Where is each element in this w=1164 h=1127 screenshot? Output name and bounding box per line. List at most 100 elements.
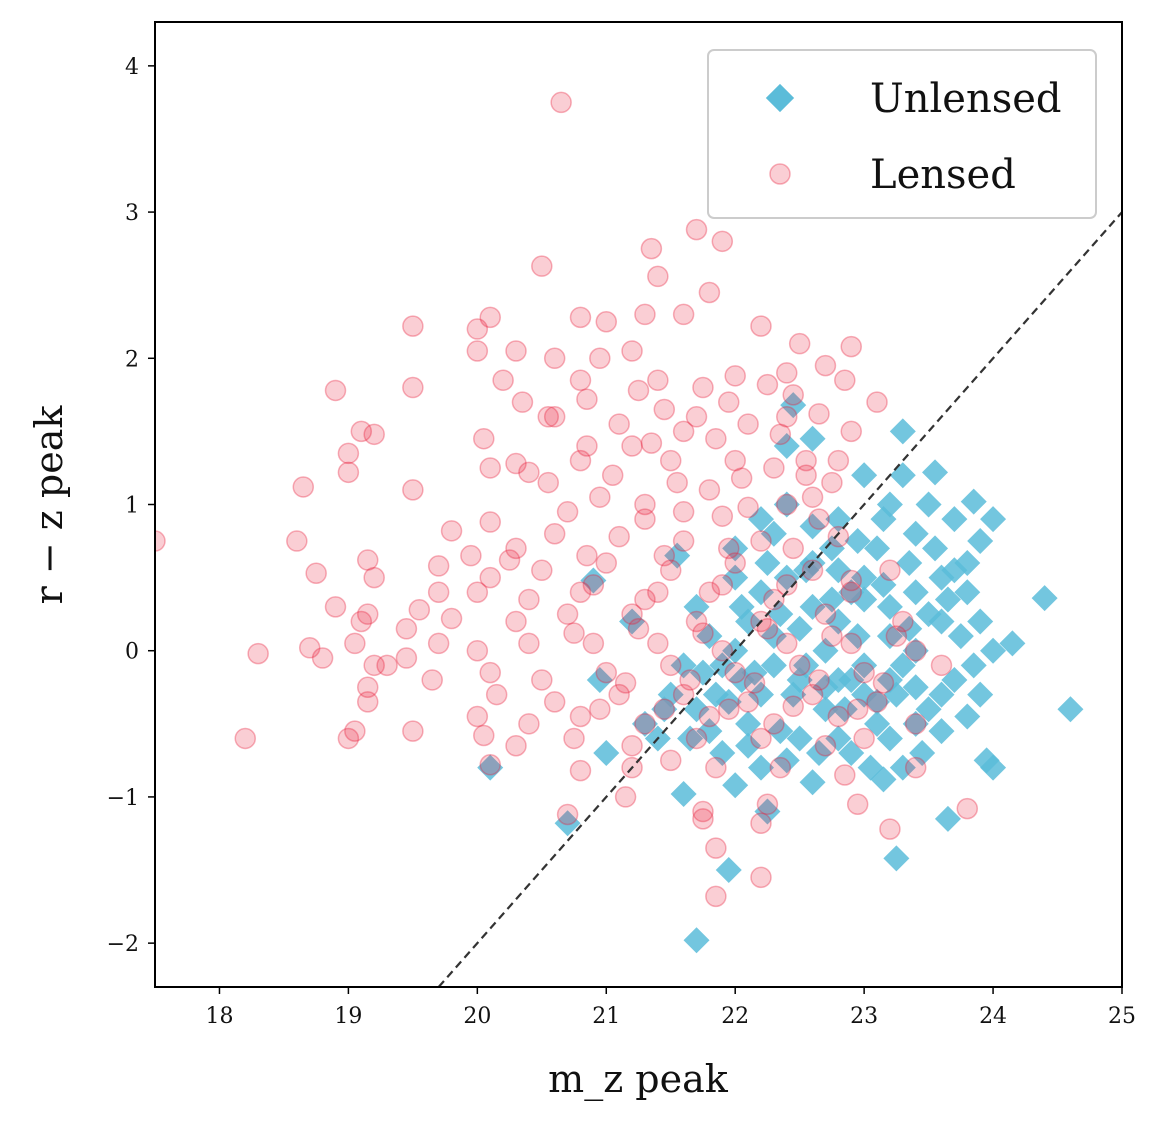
lensed-point	[286, 530, 308, 552]
x-axis-label: m_z peak	[548, 1057, 729, 1102]
lensed-point	[569, 306, 592, 329]
lensed-point	[801, 486, 824, 508]
lensed-point	[550, 91, 572, 114]
lensed-point	[634, 493, 656, 516]
lensed-point	[363, 423, 385, 446]
lensed-point	[795, 449, 817, 472]
lensed-point	[724, 552, 746, 574]
unlensed-point	[954, 579, 981, 606]
unlensed-point	[619, 608, 646, 635]
lensed-point	[589, 347, 611, 370]
lensed-point	[356, 549, 379, 571]
lensed-point	[885, 625, 908, 647]
lensed-point	[647, 265, 669, 288]
unlensed-point	[857, 754, 884, 781]
lensed-point	[659, 654, 682, 677]
lensed-point	[692, 808, 714, 830]
lensed-point	[543, 522, 566, 545]
lensed-point	[653, 398, 676, 421]
lensed-point	[305, 562, 327, 584]
lensed-point	[795, 464, 817, 487]
lensed-point	[659, 559, 682, 582]
unlensed-point	[954, 703, 981, 730]
lensed-point	[634, 303, 656, 326]
lensed-point	[601, 464, 624, 487]
lensed-point	[866, 391, 888, 413]
lensed-point	[363, 566, 385, 589]
unlensed-point	[889, 754, 916, 781]
unlensed-point	[767, 718, 794, 745]
lensed-point	[518, 461, 540, 484]
lensed-point	[840, 335, 862, 358]
lensed-point	[737, 496, 759, 519]
lensed-point	[466, 318, 489, 340]
lensed-point	[518, 713, 540, 735]
unlensed-point	[967, 528, 994, 555]
unlensed-point	[934, 586, 961, 613]
lensed-point	[479, 511, 501, 533]
plot-area	[155, 91, 1084, 954]
unlensed-point	[825, 725, 852, 752]
lensed-point	[776, 406, 798, 428]
lensed-point	[685, 406, 708, 428]
lensed-point	[563, 727, 585, 750]
unlensed-point	[806, 740, 833, 767]
lensed-point	[344, 632, 366, 655]
lensed-point	[756, 793, 779, 815]
lensed-point	[659, 749, 682, 772]
unlensed-point	[760, 623, 787, 650]
lensed-point	[627, 618, 650, 640]
lensed-point	[337, 461, 360, 484]
lensed-point	[466, 340, 489, 362]
unlensed-point	[960, 488, 987, 515]
lensed-point	[479, 754, 501, 776]
lensed-point	[724, 661, 746, 684]
lensed-point	[479, 306, 501, 329]
lensed-point	[750, 812, 772, 834]
lensed-point	[473, 427, 495, 450]
lensed-point	[634, 713, 656, 735]
lensed-point	[834, 369, 856, 391]
unlensed-point	[889, 462, 916, 489]
lensed-point	[485, 683, 508, 706]
unlensed-point	[767, 601, 794, 628]
lensed-point	[782, 695, 804, 718]
unlensed-point	[915, 696, 942, 723]
legend-box	[707, 49, 1097, 219]
lensed-point	[479, 457, 501, 479]
lensed-point	[801, 559, 824, 582]
lensed-point	[866, 691, 888, 713]
lensed-point	[698, 479, 721, 501]
unlensed-point	[747, 681, 774, 708]
dashed-boundary-line	[437, 211, 1122, 987]
lensed-point	[814, 735, 837, 757]
unlensed-point	[818, 535, 845, 562]
lensed-point	[518, 632, 540, 655]
lensed-point	[634, 508, 656, 530]
lensed-point	[569, 759, 592, 782]
lensed-point	[376, 654, 398, 677]
x-tick-label: 20	[463, 1004, 491, 1029]
lensed-point	[750, 315, 772, 337]
lensed-point	[621, 735, 643, 757]
lensed-point	[672, 420, 695, 443]
unlensed-point	[864, 688, 891, 715]
lensed-point	[827, 705, 850, 728]
lensed-point	[821, 471, 843, 494]
lensed-point	[840, 581, 862, 603]
unlensed-point	[941, 557, 968, 584]
unlensed-point	[593, 740, 620, 767]
lensed-point	[846, 698, 869, 720]
lensed-point	[614, 786, 637, 808]
lensed-point	[666, 471, 688, 494]
unlensed-point	[683, 593, 710, 620]
unlensed-point	[735, 732, 762, 759]
unlensed-point	[967, 608, 994, 635]
unlensed-point	[876, 623, 903, 650]
lensed-point	[608, 525, 630, 548]
unlensed-point	[554, 810, 581, 837]
unlensed-point	[922, 535, 949, 562]
lensed-point	[647, 581, 669, 603]
lensed-point	[788, 332, 811, 355]
